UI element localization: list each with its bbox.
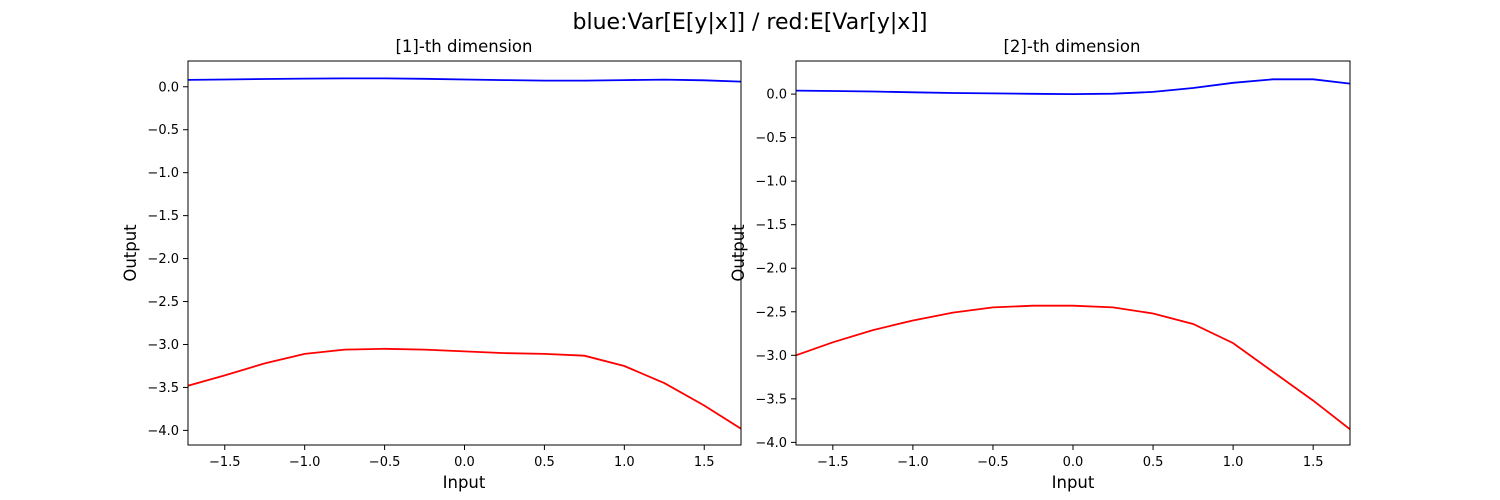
y-tick-label: −1.5	[755, 218, 787, 233]
y-tick-label: −4.0	[755, 436, 787, 451]
x-tick-label: −0.5	[977, 455, 1009, 470]
y-tick-label: −0.5	[755, 131, 787, 146]
panel-dimension-1: [1]-th dimension −1.5 −1.0 −0.5 0.0 0.5 1.0 1.…	[121, 37, 742, 492]
panel-title: [1]-th dimension	[396, 37, 533, 56]
x-tick-label: −1.5	[817, 455, 849, 470]
panel-title: [2]-th dimension	[1004, 37, 1141, 56]
y-axis-label: Output	[121, 224, 140, 282]
axes-frame	[187, 60, 742, 446]
x-tick-label: 1.0	[614, 455, 635, 470]
y-tick-label: −4.0	[147, 424, 179, 439]
series-line-blue	[188, 77, 741, 83]
y-tick-label: −1.0	[755, 175, 787, 190]
y-tick-label: −1.0	[147, 166, 179, 181]
y-tick-label: 0.0	[158, 80, 179, 95]
series-line-red	[796, 304, 1350, 431]
x-axis-label: Input	[443, 473, 486, 492]
x-tick-label: −0.5	[369, 455, 401, 470]
y-tick-label: −3.5	[147, 381, 179, 396]
x-tick-label: 0.5	[534, 455, 555, 470]
figure-title: blue:Var[E[y|x]] / red:E[Var[y|x]]	[573, 10, 928, 35]
x-tick-label: 1.5	[1303, 455, 1324, 470]
y-tick-label: −1.5	[147, 209, 179, 224]
y-tick-label: −2.0	[755, 262, 787, 277]
y-tick-label: 0.0	[766, 88, 787, 103]
y-tick-label: −3.5	[755, 392, 787, 407]
y-tick-label: −2.5	[147, 295, 179, 310]
y-tick-label: −2.5	[755, 305, 787, 320]
axes-frame	[795, 60, 1351, 446]
y-tick-label: −3.0	[147, 338, 179, 353]
y-tick-label: −2.0	[147, 252, 179, 267]
x-tick-label: 1.0	[1223, 455, 1244, 470]
y-tick-label: −0.5	[147, 123, 179, 138]
y-tick-label: −3.0	[755, 349, 787, 364]
x-tick-label: 0.0	[1063, 455, 1084, 470]
x-tick-label: 0.0	[454, 455, 475, 470]
series-line-red	[188, 347, 741, 430]
x-tick-label: −1.0	[897, 455, 929, 470]
x-tick-label: 0.5	[1143, 455, 1164, 470]
x-tick-label: −1.5	[209, 455, 241, 470]
x-tick-label: −1.0	[289, 455, 321, 470]
y-axis-label: Output	[729, 224, 748, 282]
x-tick-label: 1.5	[694, 455, 715, 470]
series-line-blue	[796, 78, 1350, 96]
x-axis-label: Input	[1052, 473, 1095, 492]
panel-dimension-2: [2]-th dimension −1.5 −1.0 −0.5 0.0 0.5 1.0 1.…	[729, 37, 1351, 492]
